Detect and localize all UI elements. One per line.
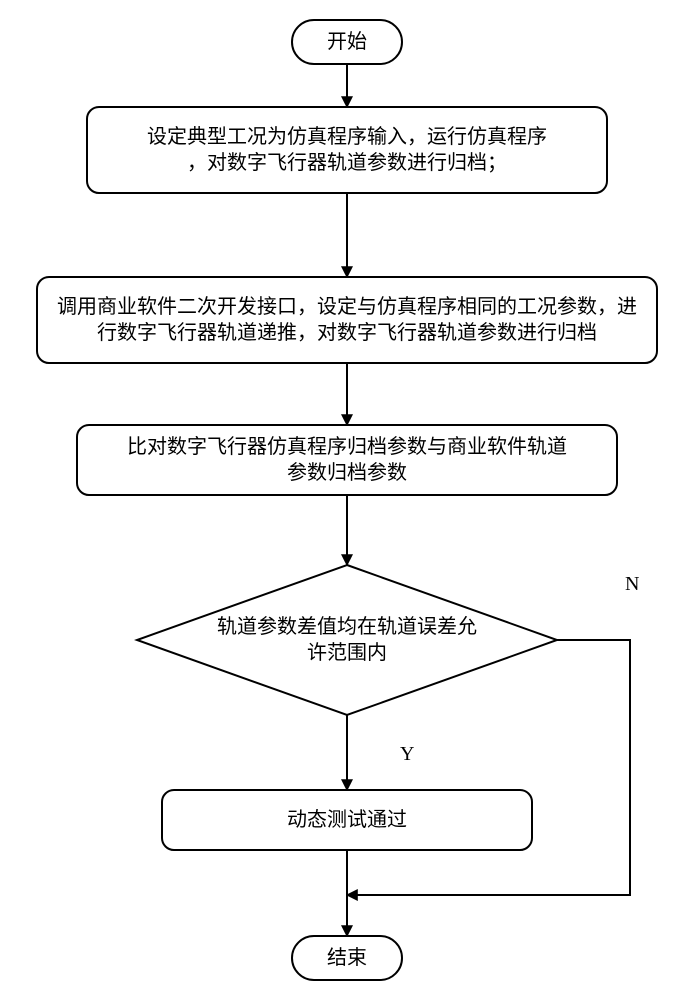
node-text: 开始 <box>327 30 367 53</box>
node-text: 许范围内 <box>307 641 387 664</box>
flowchart-canvas: Y N 开始设定典型工况为仿真程序输入，运行仿真程序 ，对数字飞行器轨道参数进行归档；… <box>0 0 694 1000</box>
decision-node <box>137 565 557 715</box>
node-text: 行数字飞行器轨道递推，对数字飞行器轨道参数进行归档 <box>97 321 597 344</box>
edge-label: N <box>625 573 639 595</box>
node-text: 比对数字飞行器仿真程序归档参数与商业软件轨道 <box>127 435 567 458</box>
node-text: 调用商业软件二次开发接口，设定与仿真程序相同的工况参数，进 <box>57 295 637 318</box>
node-text: 结束 <box>327 946 367 969</box>
edge-label: Y <box>400 743 414 765</box>
node-text: 设定典型工况为仿真程序输入，运行仿真程序 <box>147 125 547 148</box>
node-text: 参数归档参数 <box>287 461 407 484</box>
step2-node <box>37 277 657 363</box>
node-text: 动态测试通过 <box>287 808 407 831</box>
step1-node <box>87 107 607 193</box>
node-text: ，对数字飞行器轨道参数进行归档； <box>187 151 507 174</box>
node-text: 轨道参数差值均在轨道误差允 <box>217 615 477 638</box>
